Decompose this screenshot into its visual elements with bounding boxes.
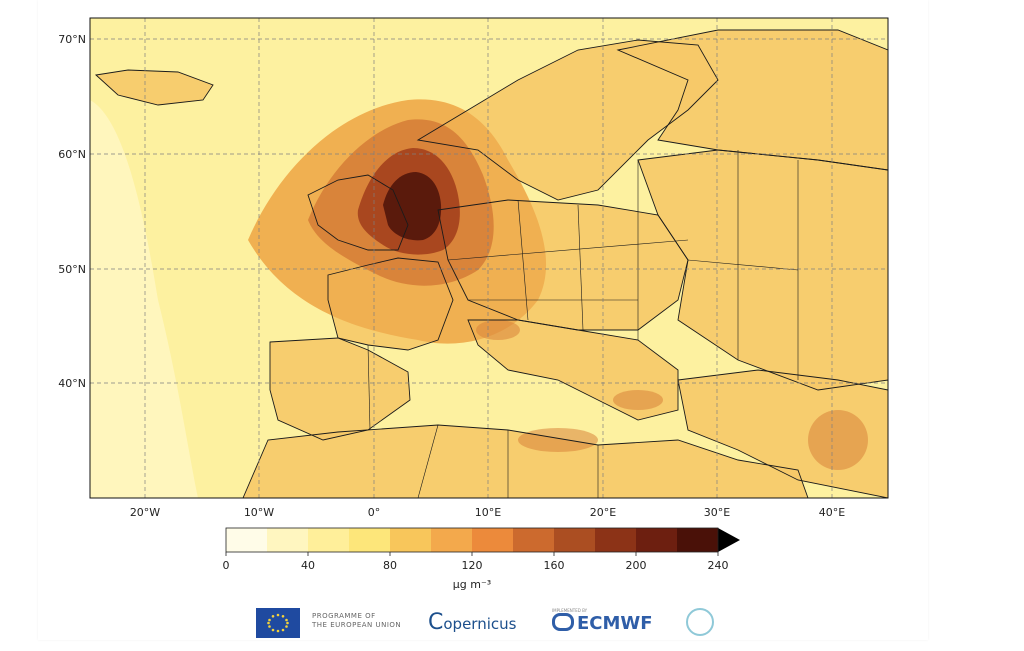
colorbar-segment xyxy=(226,528,268,552)
lat-tick-label: 40°N xyxy=(58,377,86,390)
finland-russia-coast xyxy=(616,29,888,171)
hotspot-levant xyxy=(808,410,868,470)
colorbar-tick-label: 240 xyxy=(708,559,729,572)
eu-line-1: PROGRAMME OF xyxy=(312,612,376,620)
lon-tick-label: 30°E xyxy=(704,506,730,519)
colorbar-extend-arrow xyxy=(718,528,740,552)
sponsor-logos: PROGRAMME OF THE EUROPEAN UNION Copernic… xyxy=(256,604,796,642)
map-border xyxy=(89,17,889,499)
plume-peak xyxy=(383,172,442,241)
colorbar-tick-label: 200 xyxy=(626,559,647,572)
hotspot-balkans xyxy=(613,390,663,410)
colorbar: 0 40 80 120 160 200 240 μg m⁻³ xyxy=(223,527,740,591)
lon-tick-label: 20°E xyxy=(590,506,616,519)
colorbar-segment xyxy=(513,528,555,552)
colorbar-segment xyxy=(349,528,391,552)
pollution-map: 70°N 60°N 50°N 40°N 20°W 10°W 0° 10°E 20°E 30°E 40… xyxy=(58,17,889,591)
ecmwf-icon xyxy=(552,613,574,631)
lon-tick-label: 10°E xyxy=(475,506,501,519)
colorbar-tick-label: 80 xyxy=(383,559,397,572)
iberia-land xyxy=(270,338,410,440)
colorbar-tick-label: 0 xyxy=(223,559,230,572)
pm-plume xyxy=(248,99,547,344)
lat-tick-label: 60°N xyxy=(58,148,86,161)
colorbar-segment xyxy=(390,528,432,552)
eu-flag-icon xyxy=(256,608,300,638)
hotspot-po-valley xyxy=(476,320,520,340)
ecmwf-implemented-by: IMPLEMENTED BY xyxy=(552,608,588,613)
country-border-11 xyxy=(417,424,439,498)
scandinavia-coast xyxy=(416,39,719,201)
colorbar-unit-label: μg m⁻³ xyxy=(453,578,491,591)
lon-tick-label: 40°E xyxy=(819,506,845,519)
iceland-coast xyxy=(95,69,214,106)
hotspot-egypt xyxy=(518,428,598,452)
colorbar-segment xyxy=(267,528,309,552)
colorbar-segment xyxy=(472,528,514,552)
turkey-mideast-coast xyxy=(677,369,888,498)
coastlines xyxy=(95,29,888,498)
iceland-land xyxy=(96,70,213,105)
copernicus-logo: Copernicus xyxy=(428,610,516,635)
gridlines xyxy=(90,18,888,498)
france-coast xyxy=(327,257,454,351)
north-africa-land xyxy=(243,425,808,498)
colorbar-tick-label: 40 xyxy=(301,559,315,572)
ecmwf-text: ECMWF xyxy=(577,613,653,634)
eu-line-2: THE EUROPEAN UNION xyxy=(312,621,402,629)
country-border-1 xyxy=(577,204,584,331)
central-europe-coast xyxy=(437,199,689,331)
colorbar-segment xyxy=(595,528,637,552)
british-isles-coast xyxy=(307,174,409,251)
colorbar-segment xyxy=(636,528,678,552)
colorbar-segment xyxy=(677,528,719,552)
concentration-field xyxy=(90,18,888,498)
lat-tick-label: 70°N xyxy=(58,33,86,46)
finland-russia-land xyxy=(618,30,888,170)
colorbar-tick-label: 120 xyxy=(462,559,483,572)
lat-tick-label: 50°N xyxy=(58,263,86,276)
partner-logo-icon xyxy=(686,608,714,636)
figure-frame: 70°N 60°N 50°N 40°N 20°W 10°W 0° 10°E 20°E 30°E 40… xyxy=(38,0,928,640)
italy-balkans-coast xyxy=(467,319,679,421)
colorbar-segment xyxy=(308,528,350,552)
lon-tick-label: 20°W xyxy=(130,506,160,519)
copernicus-c: C xyxy=(428,610,444,635)
iberia-coast xyxy=(269,337,411,441)
lon-tick-label: 10°W xyxy=(244,506,274,519)
eu-programme-text: PROGRAMME OF THE EUROPEAN UNION xyxy=(312,612,402,630)
country-border-8 xyxy=(367,344,371,431)
country-border-3 xyxy=(687,259,799,271)
colorbar-segment xyxy=(431,528,473,552)
ecmwf-logo: IMPLEMENTED BY ECMWF xyxy=(552,608,653,634)
lon-tick-label: 0° xyxy=(368,506,381,519)
colorbar-tick-label: 160 xyxy=(544,559,565,572)
eastern-europe-land xyxy=(638,150,888,390)
colorbar-segment xyxy=(554,528,596,552)
atlantic-clean-air xyxy=(90,100,198,498)
copernicus-text: opernicus xyxy=(443,615,517,633)
